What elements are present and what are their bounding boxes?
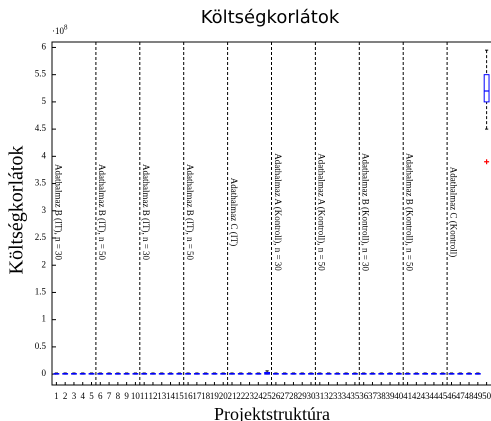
x-tick-label: 39 (386, 391, 396, 401)
x-tick-label: 16 (184, 391, 194, 401)
y-tick-label: 2.5 (35, 232, 47, 242)
group-label: Adathalmaz B (Kontroll), n = 30 (361, 153, 371, 272)
x-tick-label: 30 (307, 391, 317, 401)
x-tick-label: 27 (280, 391, 290, 401)
group-label: Adathalmaz B (IT), n = 30 (53, 164, 63, 261)
x-tick-label: 12 (148, 391, 157, 401)
y-tick-label: 0 (42, 368, 47, 378)
x-tick-label: 18 (201, 391, 211, 401)
group-label: Adathalmaz B (IT), n = 50 (185, 164, 195, 261)
y-tick-label: 1.5 (35, 287, 47, 297)
y-tick-label: 5 (42, 96, 47, 106)
group-label: Adathalmaz A (Kontroll), n = 30 (273, 153, 283, 271)
x-tick-label: 9 (124, 391, 129, 401)
x-tick-label: 41 (403, 391, 412, 401)
y-exponent: 8 (64, 24, 68, 32)
x-tick-label: 44 (429, 391, 439, 401)
y-axis-label: Költségkorlátok (6, 146, 28, 275)
x-tick-label: 43 (421, 391, 431, 401)
y-tick-label: 3.5 (35, 178, 47, 188)
x-tick-label: 28 (289, 391, 299, 401)
x-tick-label: 11 (140, 391, 149, 401)
y-tick-label: 6 (42, 42, 47, 52)
x-tick-label: 7 (107, 391, 112, 401)
plot-frame (51, 41, 491, 386)
x-tick-label: 21 (227, 391, 236, 401)
x-tick-label: 35 (350, 391, 360, 401)
y-tick-label: 0.5 (35, 341, 47, 351)
x-tick-label: 22 (236, 391, 245, 401)
x-tick-label: 45 (438, 391, 448, 401)
y-tick-label: 2 (42, 259, 47, 269)
x-tick-label: 48 (465, 391, 475, 401)
x-tick-label: 23 (245, 391, 255, 401)
x-tick-label: 4 (80, 391, 85, 401)
x-tick-label: 15 (175, 391, 185, 401)
x-tick-label: 32 (324, 391, 333, 401)
box (483, 74, 490, 103)
x-tick-label: 36 (359, 391, 369, 401)
x-tick-label: 2 (63, 391, 68, 401)
x-tick-label: 17 (192, 391, 202, 401)
x-tick-label: 40 (394, 391, 404, 401)
x-tick-label: 13 (157, 391, 167, 401)
group-label: Adathalmaz B (IT), n = 50 (97, 164, 107, 261)
chart-title: Költségkorlátok (201, 7, 340, 28)
y-tick-label: 4 (42, 150, 47, 160)
x-tick-label: 3 (72, 391, 77, 401)
x-tick-label: 31 (315, 391, 324, 401)
x-tick-label: 50 (482, 391, 491, 401)
group-label: Adathalmaz B (IT), n = 30 (141, 164, 151, 261)
x-tick-label: 10 (131, 391, 141, 401)
x-tick-label: 19 (210, 391, 220, 401)
y-tick-label: 1 (42, 314, 47, 324)
x-tick-label: 5 (89, 391, 94, 401)
x-tick-label: 26 (271, 391, 281, 401)
y-multiplier: ·10 (52, 26, 64, 36)
x-tick-label: 24 (254, 391, 264, 401)
x-tick-label: 46 (447, 391, 457, 401)
group-label: Adathalmaz C (IT) (229, 178, 239, 246)
x-axis-label: Projektstruktúra (214, 404, 330, 421)
x-tick-label: 49 (473, 391, 483, 401)
x-tick-label: 47 (456, 391, 466, 401)
y-tick-label: 4.5 (35, 123, 47, 133)
group-label: Adathalmaz B (Kontroll), n = 50 (405, 153, 415, 272)
outlier (484, 159, 490, 165)
y-tick-label: 3 (42, 205, 47, 215)
x-tick-label: 42 (412, 391, 421, 401)
x-tick-label: 8 (116, 391, 121, 401)
x-tick-label: 1 (54, 391, 59, 401)
x-tick-label: 6 (98, 391, 103, 401)
x-tick-label: 37 (368, 391, 378, 401)
x-tick-label: 29 (298, 391, 308, 401)
x-tick-label: 34 (342, 391, 352, 401)
group-label: Adathalmaz A (Kontroll), n = 50 (317, 153, 327, 271)
x-tick-label: 33 (333, 391, 343, 401)
x-tick-label: 14 (166, 391, 176, 401)
x-tick-label: 38 (377, 391, 387, 401)
group-label: Adathalmaz C (Kontroll) (448, 167, 458, 257)
x-tick-label: 25 (263, 391, 273, 401)
x-tick-label: 20 (219, 391, 229, 401)
y-tick-label: 5.5 (35, 69, 47, 79)
